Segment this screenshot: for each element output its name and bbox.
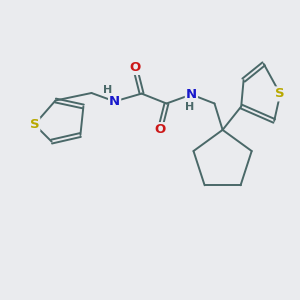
- Text: O: O: [129, 61, 141, 74]
- Text: S: S: [30, 118, 39, 131]
- Text: S: S: [275, 87, 285, 101]
- Text: H: H: [103, 85, 112, 95]
- Text: H: H: [185, 101, 194, 112]
- Text: N: N: [109, 95, 120, 108]
- Text: N: N: [186, 88, 197, 101]
- Text: O: O: [154, 123, 166, 136]
